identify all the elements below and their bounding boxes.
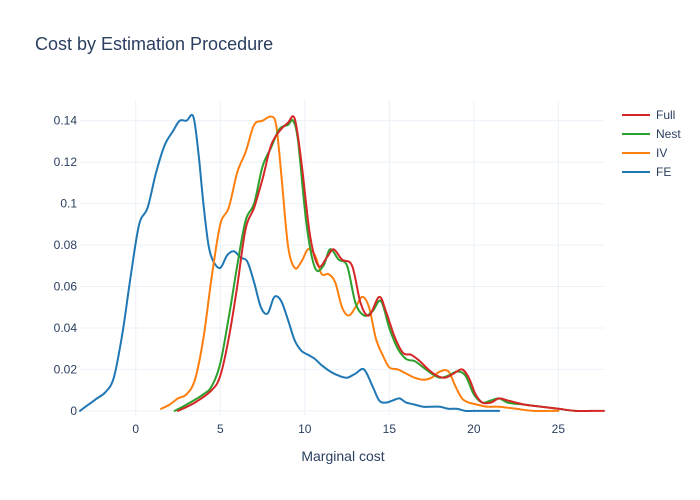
- x-tick-label: 0: [132, 422, 139, 436]
- series-line-nest[interactable]: [173, 119, 594, 413]
- series-line-full[interactable]: [177, 115, 605, 413]
- legend[interactable]: Full Nest IV FE: [622, 108, 681, 179]
- legend-item-nest[interactable]: Nest: [622, 127, 681, 141]
- y-axis-ticks: 0 0.02 0.04 0.06 0.08 0.1 0.12 0.14: [54, 114, 78, 418]
- legend-item-full[interactable]: Full: [622, 108, 675, 122]
- y-tick-label: 0: [70, 404, 77, 418]
- x-tick-label: 15: [383, 422, 397, 436]
- legend-label: Nest: [656, 127, 681, 141]
- y-tick-label: 0.08: [54, 238, 78, 252]
- legend-label: FE: [656, 165, 671, 179]
- y-tick-label: 0.02: [54, 362, 78, 376]
- chart-title: Cost by Estimation Procedure: [35, 34, 273, 54]
- legend-item-fe[interactable]: FE: [622, 165, 671, 179]
- x-tick-label: 20: [467, 422, 481, 436]
- x-tick-label: 10: [298, 422, 312, 436]
- x-tick-label: 25: [552, 422, 566, 436]
- x-axis-ticks: 0 5 10 15 20 25: [132, 422, 565, 436]
- x-tick-label: 5: [217, 422, 224, 436]
- series-line-fe[interactable]: [79, 113, 501, 413]
- series-line-iv[interactable]: [160, 115, 560, 413]
- grid: [80, 100, 604, 415]
- y-tick-label: 0.12: [54, 155, 78, 169]
- y-tick-label: 0.04: [54, 321, 78, 335]
- y-tick-label: 0.14: [54, 114, 78, 128]
- legend-item-iv[interactable]: IV: [622, 146, 667, 160]
- legend-label: Full: [656, 108, 675, 122]
- plot-area[interactable]: [79, 113, 605, 413]
- x-axis-title: Marginal cost: [301, 448, 384, 464]
- legend-label: IV: [656, 146, 667, 160]
- y-tick-label: 0.1: [60, 197, 77, 211]
- y-tick-label: 0.06: [54, 280, 78, 294]
